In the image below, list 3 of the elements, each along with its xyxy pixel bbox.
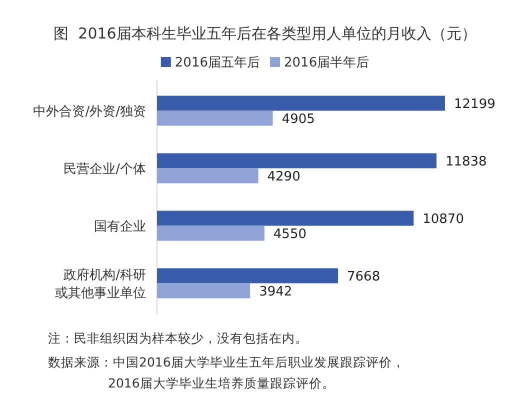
title: 图 2016届本科生毕业五年后在各类型用人单位的月收入（元） xyxy=(54,24,476,42)
annotation: 注：民非组织因为样本较少，没有包括在内。 xyxy=(48,330,308,346)
annotation: 数据来源：中国2016届大学毕业生五年后职业发展跟踪评价，2016届大学毕业生培养质量跟踪评价。 xyxy=(48,354,405,390)
